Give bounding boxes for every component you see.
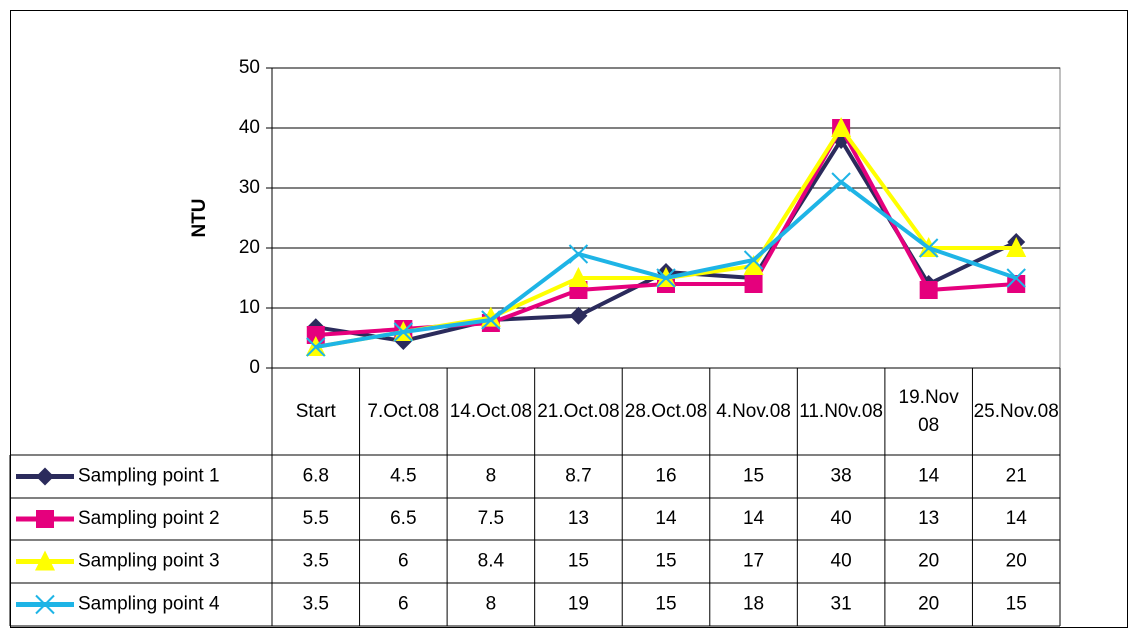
marker	[743, 250, 764, 270]
table-value: 8.4	[478, 551, 505, 572]
table-value: 40	[831, 508, 852, 529]
legend-label: Sampling point 3	[78, 551, 220, 572]
table-value: 13	[918, 508, 939, 529]
x-tick-label-box: 4.Nov.08	[716, 400, 791, 422]
table-value: 40	[831, 551, 852, 572]
legend-label: Sampling point 4	[78, 594, 220, 615]
table-value: 17	[743, 551, 764, 572]
table-value: 14	[1006, 508, 1028, 529]
table-value: 13	[568, 508, 589, 529]
marker	[35, 594, 55, 615]
table-value: 31	[831, 594, 852, 615]
x-tick-label: 25.Nov.08	[973, 400, 1059, 422]
marker	[744, 275, 763, 293]
table-value: 20	[918, 594, 939, 615]
marker	[656, 268, 676, 288]
table-value: 20	[918, 551, 939, 572]
marker	[743, 255, 764, 275]
table-value: 18	[743, 594, 764, 615]
plot-area	[271, 67, 1061, 369]
x-tick-label: 28.Oct.08	[624, 400, 708, 422]
marker	[1006, 237, 1027, 257]
marker	[393, 322, 414, 342]
table-value: 4.5	[390, 466, 416, 487]
marker	[36, 510, 54, 528]
table-value: 6	[398, 594, 409, 615]
marker	[1007, 275, 1026, 293]
x-tick-label-box: 11.N0v.08	[799, 400, 883, 422]
table-value: 6.5	[390, 508, 416, 529]
marker	[1006, 268, 1026, 288]
x-tick-label-box: 21.Oct.08	[537, 400, 620, 422]
x-tick-label-box: 7.Oct.08	[367, 400, 440, 422]
y-tick-label: 50	[239, 57, 260, 78]
table-value: 7.5	[478, 508, 504, 529]
y-axis-label: NTU	[189, 198, 210, 237]
table-value: 3.5	[303, 594, 329, 615]
y-tick-label: 0	[249, 357, 260, 378]
table-value: 20	[1006, 551, 1027, 572]
marker	[306, 326, 325, 344]
table-value: 21	[1006, 466, 1027, 487]
legend-label: Sampling point 1	[78, 466, 220, 487]
x-tick-label: Start	[295, 400, 336, 422]
table-value: 3.5	[303, 551, 329, 572]
table-value: 14	[918, 466, 940, 487]
x-tick-label-box: 19.Nov 08	[898, 386, 959, 436]
marker	[481, 310, 501, 330]
legend-label: Sampling point 2	[78, 508, 220, 529]
marker	[918, 238, 939, 258]
table-value: 5.5	[303, 508, 329, 529]
table-value: 8	[486, 466, 497, 487]
x-tick-label: 21.Oct.08	[537, 400, 620, 422]
table-value: 15	[1006, 594, 1027, 615]
y-tick-label: 10	[239, 297, 260, 318]
table-value: 14	[655, 508, 677, 529]
table-value: 6.8	[303, 466, 329, 487]
table-value: 15	[743, 466, 764, 487]
x-tick-label-box: 14.Oct.08	[449, 400, 533, 422]
table-value: 8	[486, 594, 497, 615]
table-value: 16	[655, 466, 676, 487]
marker	[568, 267, 589, 287]
table-value: 15	[655, 551, 676, 572]
x-tick-label-box: Start	[295, 400, 336, 422]
table-value: 8.7	[565, 466, 591, 487]
marker	[35, 550, 55, 571]
x-tick-label: 7.Oct.08	[367, 400, 440, 422]
x-tick-label-box: 25.Nov.08	[973, 400, 1059, 422]
marker	[831, 117, 852, 137]
marker	[568, 244, 589, 264]
marker	[569, 306, 588, 325]
x-tick-label: 19.Nov 08	[898, 386, 959, 436]
y-tick-label: 40	[239, 117, 260, 138]
marker	[831, 172, 851, 192]
table-value: 38	[831, 466, 852, 487]
x-tick-label: 4.Nov.08	[716, 400, 791, 422]
table-value: 14	[743, 508, 765, 529]
marker	[919, 281, 938, 299]
table-value: 15	[568, 551, 589, 572]
x-tick-label-box: 28.Oct.08	[624, 400, 708, 422]
table-value: 15	[655, 594, 676, 615]
x-tick-label: 11.N0v.08	[799, 400, 883, 422]
x-tick-label: 14.Oct.08	[449, 400, 533, 422]
table-value: 6	[398, 551, 409, 572]
y-tick-label: 20	[239, 237, 260, 258]
marker	[36, 467, 54, 486]
y-tick-label: 30	[239, 177, 260, 198]
marker	[306, 337, 326, 357]
table-value: 19	[568, 594, 589, 615]
